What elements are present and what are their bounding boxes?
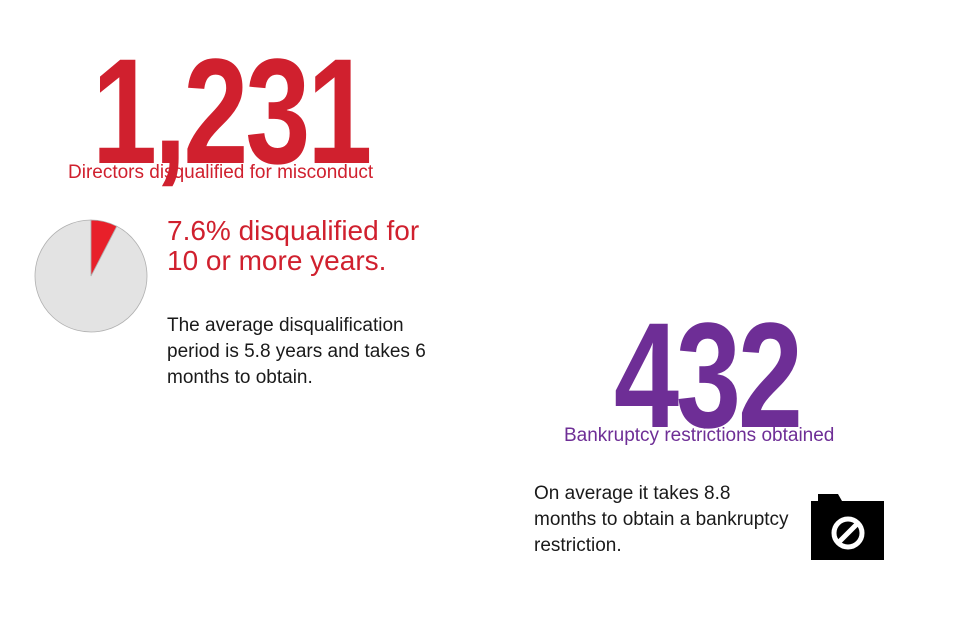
restrictions-label: Bankruptcy restrictions obtained xyxy=(564,425,835,446)
restrictions-count: 432 xyxy=(614,291,803,459)
prohibited-slash xyxy=(836,521,860,545)
directors-label: Directors disqualified for misconduct xyxy=(68,162,374,183)
directors-count: 1,231 xyxy=(92,27,372,195)
pie-headline: 7.6% disqualified for 10 or more years. xyxy=(167,215,420,276)
restriction-duration-text: On average it takes 8.8 months to obtain… xyxy=(534,483,789,556)
pie-slice-0 xyxy=(90,219,118,277)
pie-svg xyxy=(34,219,148,333)
disqualification-period-text: The average disqualification period is 5… xyxy=(167,315,426,388)
camera-body xyxy=(811,494,884,560)
camera-prohibited-icon-svg xyxy=(811,494,884,560)
camera-prohibited-icon xyxy=(808,492,886,562)
prohibited-ring xyxy=(831,516,865,550)
disqualification-pie-chart xyxy=(33,218,149,334)
